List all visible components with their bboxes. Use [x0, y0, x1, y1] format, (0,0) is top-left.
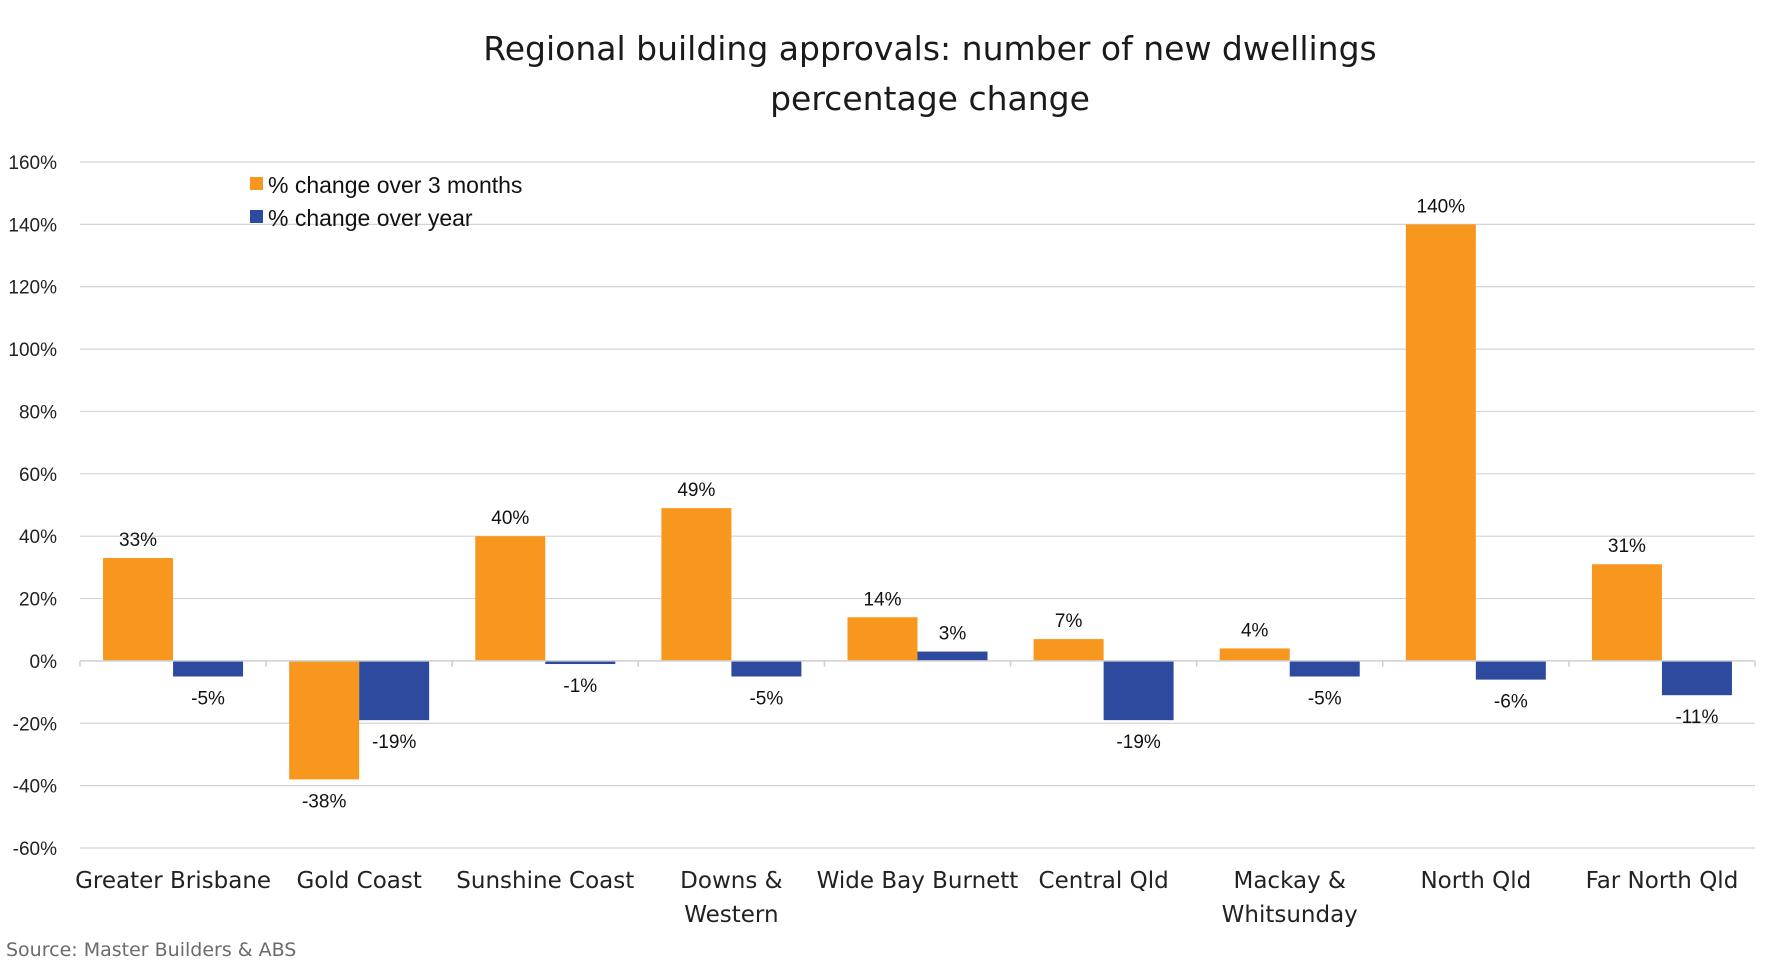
- data-label-year: -1%: [563, 676, 597, 697]
- bar-3-months: [1591, 564, 1662, 661]
- y-tick-label: 160%: [8, 153, 57, 174]
- category-label: Far North Qld: [1586, 868, 1739, 894]
- bar-3-months: [475, 536, 546, 661]
- category-label: Wide Bay Burnett: [817, 868, 1019, 894]
- x-axis-ticks: [79, 660, 1756, 667]
- bar-year: [1289, 660, 1360, 677]
- category-label: North Qld: [1420, 868, 1531, 894]
- category-label: Western: [684, 902, 778, 928]
- bar-3-months: [1405, 224, 1476, 661]
- y-tick-label: 100%: [8, 340, 57, 361]
- bar-3-months: [847, 617, 918, 661]
- category-label: Greater Brisbane: [75, 868, 271, 894]
- y-tick-label: 20%: [19, 590, 57, 611]
- chart-title: Regional building approvals: number of n…: [483, 29, 1376, 118]
- bar-year: [173, 660, 244, 677]
- data-label-year: -19%: [1116, 732, 1160, 753]
- y-axis-tick-labels: -60% -40% -20% 0% 20% 40% 60% 80% 100% 120% 140% 16…: [8, 153, 57, 860]
- bar-year: [917, 651, 988, 661]
- bar-year: [1103, 660, 1174, 721]
- y-tick-label: -20%: [13, 714, 57, 735]
- data-label-3-months: 31%: [1608, 536, 1646, 557]
- bar-3-months: [1033, 639, 1104, 661]
- bar-year: [731, 660, 802, 677]
- data-label-year: -19%: [372, 732, 416, 753]
- y-tick-label: 80%: [19, 402, 57, 423]
- bar-year: [545, 660, 616, 665]
- category-labels: Greater Brisbane Gold Coast Sunshine Coast…: [75, 868, 1738, 928]
- bar-year: [1661, 660, 1732, 696]
- data-labels: 33% -5% -38% -19% 40% -1% 49% -5% 14% 3% 7% -19% 4% -…: [119, 196, 1718, 812]
- legend-label-3-months: % change over 3 months: [268, 172, 522, 198]
- y-tick-label: 0%: [30, 652, 58, 673]
- category-label: Mackay &: [1233, 868, 1346, 894]
- category-label: Gold Coast: [296, 868, 421, 894]
- data-label-3-months: 49%: [677, 480, 715, 501]
- data-label-3-months: 4%: [1241, 620, 1269, 641]
- data-label-3-months: -38%: [302, 791, 346, 812]
- bar-3-months: [289, 660, 360, 780]
- category-label: Sunshine Coast: [456, 868, 634, 894]
- data-label-year: -5%: [749, 689, 783, 710]
- data-label-year: -5%: [191, 689, 225, 710]
- bar-year: [1475, 660, 1546, 680]
- y-tick-label: 120%: [8, 278, 57, 299]
- legend-label-year: % change over year: [268, 205, 473, 231]
- chart-title-line-2: percentage change: [770, 79, 1090, 118]
- bar-3-months: [103, 558, 174, 661]
- data-label-year: -5%: [1308, 689, 1342, 710]
- y-tick-label: 40%: [19, 527, 57, 548]
- data-label-year: -6%: [1494, 692, 1528, 713]
- legend: % change over 3 months % change over yea…: [250, 172, 522, 231]
- category-label: Downs &: [680, 868, 782, 894]
- chart-title-line-1: Regional building approvals: number of n…: [483, 29, 1376, 68]
- legend-swatch-3-months: [250, 177, 263, 190]
- bars: [103, 224, 1732, 780]
- bar-year: [359, 660, 430, 721]
- y-tick-label: 60%: [19, 465, 57, 486]
- bar-3-months: [661, 508, 732, 661]
- source-note: Source: Master Builders & ABS: [6, 939, 296, 961]
- data-label-3-months: 40%: [491, 508, 529, 529]
- data-label-3-months: 140%: [1417, 196, 1466, 217]
- data-label-3-months: 7%: [1055, 611, 1083, 632]
- data-label-year: -11%: [1675, 707, 1718, 728]
- data-label-3-months: 33%: [119, 530, 157, 551]
- y-tick-label: -60%: [13, 839, 57, 860]
- bar-3-months: [1219, 648, 1290, 661]
- y-tick-label: 140%: [8, 215, 57, 236]
- category-label: Central Qld: [1039, 868, 1169, 894]
- y-tick-label: -40%: [13, 777, 57, 798]
- data-label-3-months: 14%: [863, 589, 901, 610]
- data-label-year: 3%: [939, 624, 967, 645]
- category-label: Whitsunday: [1222, 902, 1358, 928]
- legend-swatch-year: [250, 210, 263, 223]
